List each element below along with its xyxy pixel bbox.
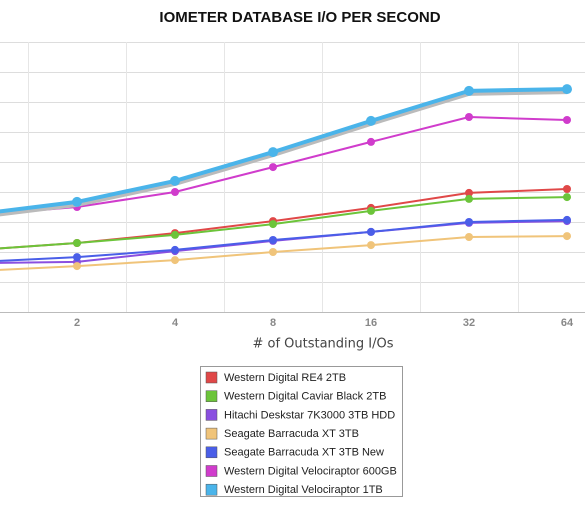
point xyxy=(73,239,81,247)
legend-box xyxy=(200,366,403,497)
point xyxy=(171,245,179,254)
legend-swatch xyxy=(205,427,218,440)
legend-swatch xyxy=(205,446,218,459)
point xyxy=(171,188,179,196)
point xyxy=(562,84,572,95)
point xyxy=(269,163,277,172)
x-tick-label: 32 xyxy=(463,317,475,329)
point xyxy=(563,232,571,241)
legend-label: Western Digital Caviar Black 2TB xyxy=(224,391,386,403)
legend-label: Seagate Barracuda XT 3TB New xyxy=(224,447,384,459)
legend-label: Seagate Barracuda XT 3TB xyxy=(224,428,359,440)
legend-label: Western Digital Velociraptor 1TB xyxy=(224,484,383,496)
point xyxy=(367,206,375,215)
point xyxy=(367,137,375,146)
point xyxy=(367,227,375,236)
point xyxy=(269,220,277,229)
x-tick-label: 16 xyxy=(365,317,377,329)
point xyxy=(73,253,81,262)
legend-swatch xyxy=(205,371,218,384)
legend-swatch xyxy=(205,483,218,496)
legend-swatch xyxy=(205,409,218,421)
point xyxy=(563,193,571,202)
x-tick-label: 2 xyxy=(74,317,80,329)
legend-swatch xyxy=(205,465,218,477)
point xyxy=(171,230,179,239)
point xyxy=(268,147,278,158)
point xyxy=(465,194,473,203)
x-tick-label: 64 xyxy=(561,317,574,329)
point xyxy=(464,85,474,96)
legend-label: Hitachi Deskstar 7K3000 3TB HDD xyxy=(224,409,395,421)
point xyxy=(563,116,571,124)
point xyxy=(73,262,81,271)
point xyxy=(171,256,179,265)
point xyxy=(465,218,473,226)
x-axis-label: # of Outstanding I/Os xyxy=(252,337,393,352)
legend-swatch xyxy=(205,390,218,402)
point xyxy=(465,113,473,121)
point xyxy=(269,236,277,244)
point xyxy=(366,115,376,126)
point xyxy=(563,185,571,193)
point xyxy=(367,241,375,250)
chart-title: IOMETER DATABASE I/O PER SECOND xyxy=(159,9,440,26)
legend-label: Western Digital RE4 2TB xyxy=(224,372,346,384)
point xyxy=(170,175,180,186)
point xyxy=(72,196,82,207)
legend-label: Western Digital Velociraptor 600GB xyxy=(224,465,397,477)
point xyxy=(269,248,277,256)
point xyxy=(563,215,571,224)
point xyxy=(465,233,473,241)
x-tick-label: 8 xyxy=(270,317,276,329)
point xyxy=(465,188,473,197)
x-tick-label: 4 xyxy=(172,317,179,329)
